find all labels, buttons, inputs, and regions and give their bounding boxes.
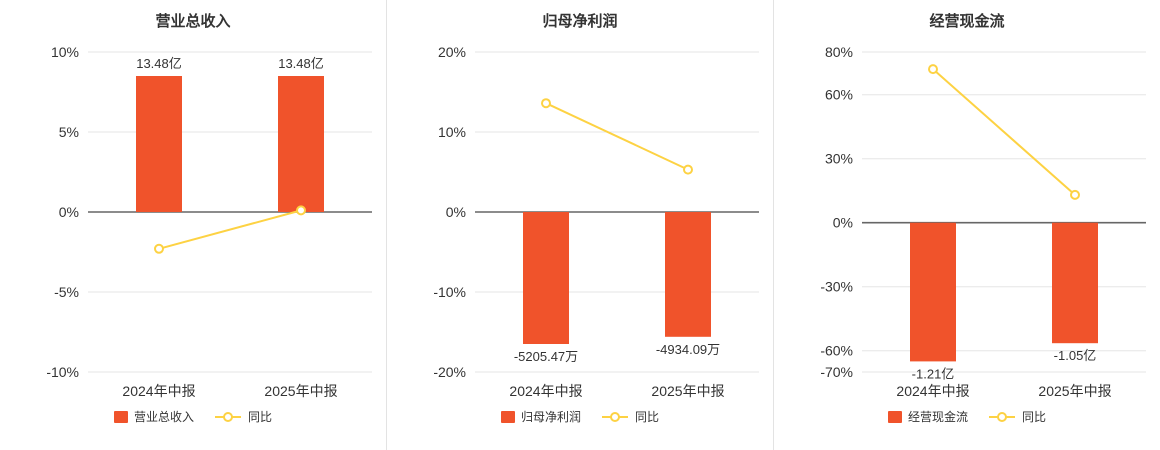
chart-svg: 10% 5% 0% -5% -10% 13.48亿 13.48亿 2024年中报 2025年中报 (46, 44, 372, 399)
y-tick-label: -10% (46, 364, 79, 380)
chart-plot: 20% 10% 0% -10% -20% -5205.47万 -4934.09万 2024年中… (387, 34, 773, 406)
y-tick-label: 0% (59, 204, 79, 220)
y-tick-label: 60% (825, 87, 853, 103)
chart-legend: 营业总收入 同比 (113, 408, 273, 425)
yoy-marker (296, 205, 306, 216)
y-tick-label: -30% (820, 279, 853, 295)
chart-title: 营业总收入 (155, 13, 231, 30)
panel-net-profit: 归母净利润 20% 10% 0% -10% -20% -5205.47万 -4934.09万… (386, 0, 773, 450)
yoy-marker (683, 164, 693, 175)
bar-legend-label: 归母净利润 (520, 410, 581, 424)
chart-title: 经营现金流 (929, 13, 1005, 30)
line-legend-marker-icon (601, 411, 629, 423)
yoy-marker (154, 243, 164, 254)
bar-legend-label: 经营现金流 (907, 410, 968, 424)
bar-value-label: 13.48亿 (278, 56, 324, 71)
y-tick-label: 30% (825, 151, 853, 167)
y-tick-label: -5% (54, 284, 79, 300)
bar-legend-swatch-icon (887, 410, 902, 423)
x-axis-label: 2024年中报 (122, 383, 195, 399)
y-tick-label: -60% (820, 343, 853, 359)
line-legend-label: 同比 (1022, 410, 1047, 424)
chart-svg: 20% 10% 0% -10% -20% -5205.47万 -4934.09万 2024年中… (433, 44, 759, 399)
yoy-line (932, 68, 1076, 196)
chart-plot: 80% 60% 30% 0% -30% -60% -70% -1.21亿 -1.05亿 2024年… (774, 34, 1160, 406)
y-tick-label: 10% (438, 124, 466, 140)
bar (910, 222, 956, 362)
chart-legend: 归母净利润 同比 (500, 408, 660, 425)
chart-legend: 经营现金流 同比 (887, 408, 1047, 425)
bar (278, 76, 324, 212)
yoy-marker (928, 64, 938, 75)
y-tick-label: -20% (433, 364, 466, 380)
yoy-line (158, 209, 302, 250)
y-tick-label: 0% (833, 215, 853, 231)
line-legend-marker-icon (214, 411, 242, 423)
y-tick-label: 5% (59, 124, 79, 140)
yoy-marker (1070, 189, 1080, 200)
bar-legend-label: 营业总收入 (133, 410, 194, 424)
bar-value-label: 13.48亿 (136, 56, 182, 71)
chart-plot: 10% 5% 0% -5% -10% 13.48亿 13.48亿 2024年中报 2025年中报 (0, 34, 386, 406)
chart-svg: 80% 60% 30% 0% -30% -60% -70% -1.21亿 -1.05亿 2024年… (820, 44, 1146, 399)
line-legend-label: 同比 (635, 410, 660, 424)
line-legend-label: 同比 (248, 410, 273, 424)
y-tick-label: 20% (438, 44, 466, 60)
bar-value-label: -1.05亿 (1054, 348, 1097, 363)
x-axis-label: 2025年中报 (264, 383, 337, 399)
y-tick-label: 80% (825, 44, 853, 60)
bar-value-label: -5205.47万 (514, 349, 578, 364)
bar (665, 212, 711, 337)
x-axis-label: 2024年中报 (896, 383, 969, 399)
x-axis-label: 2025年中报 (1038, 383, 1111, 399)
yoy-line (545, 102, 689, 171)
chart-title: 归母净利润 (542, 13, 618, 30)
x-axis-label: 2024年中报 (509, 383, 582, 399)
bar-legend-swatch-icon (113, 410, 128, 423)
y-tick-label: 0% (446, 204, 466, 220)
yoy-marker (541, 98, 551, 109)
bar-value-label: -1.21亿 (912, 366, 955, 381)
line-legend-marker-icon (988, 411, 1016, 423)
panel-total-revenue: 营业总收入 10% 5% 0% -5% -10% 13.48亿 13.48亿 2024年中报 2… (0, 0, 386, 450)
bar-legend-swatch-icon (500, 410, 515, 423)
bar (523, 212, 569, 344)
bar (1052, 222, 1098, 344)
y-tick-label: -70% (820, 364, 853, 380)
y-tick-label: -10% (433, 284, 466, 300)
bar-value-label: -4934.09万 (656, 342, 720, 357)
y-tick-label: 10% (51, 44, 79, 60)
bar (136, 76, 182, 212)
x-axis-label: 2025年中报 (651, 383, 724, 399)
panel-operating-cashflow: 经营现金流 80% 60% 30% 0% -30% -60% -70% -1.21亿 -1.05… (773, 0, 1160, 450)
